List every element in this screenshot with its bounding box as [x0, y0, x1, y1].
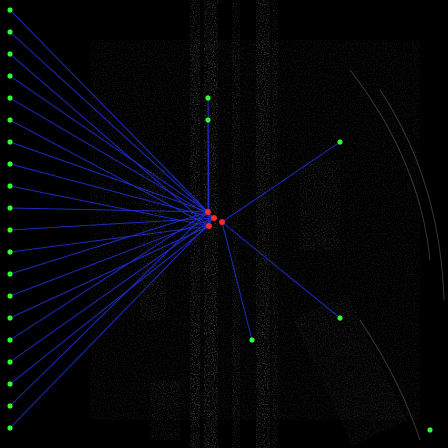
endpoint-marker [7, 315, 13, 321]
correspondence-line [9, 217, 215, 363]
endpoint-marker [7, 249, 13, 255]
correspondence-line [9, 225, 210, 385]
range-arcs [349, 69, 445, 441]
origin-markers [205, 209, 225, 229]
correspondence-line [9, 31, 215, 219]
correspondence-line [221, 141, 341, 223]
endpoint-marker [7, 227, 13, 233]
endpoint-marker [7, 73, 13, 79]
origin-marker [211, 215, 217, 221]
endpoint-marker [7, 359, 13, 365]
correspondence-line [9, 211, 209, 275]
origin-marker [219, 219, 225, 225]
endpoint-marker [7, 7, 13, 13]
endpoint-marker [7, 183, 13, 189]
endpoint-marker [7, 403, 13, 409]
endpoint-marker [7, 95, 13, 101]
correspondence-line [9, 217, 215, 297]
correspondence-line [9, 225, 210, 253]
endpoint-marker [7, 205, 13, 211]
correspondence-line [9, 185, 210, 227]
endpoint-markers [7, 7, 433, 433]
endpoint-marker [205, 95, 211, 101]
endpoint-marker [427, 427, 433, 433]
correspondence-line [9, 217, 215, 429]
return-streaks [140, 0, 407, 448]
correspondence-line [9, 211, 209, 341]
endpoint-marker [7, 337, 13, 343]
correspondence-line [9, 163, 215, 219]
correspondence-line [9, 97, 215, 219]
correspondence-line [9, 53, 210, 227]
correspondence-lines [9, 9, 341, 429]
correspondence-line [9, 225, 210, 319]
endpoint-marker [205, 117, 211, 123]
origin-marker [206, 223, 212, 229]
endpoint-marker [7, 271, 13, 277]
endpoint-marker [249, 337, 255, 343]
endpoint-marker [337, 139, 343, 145]
endpoint-marker [7, 161, 13, 167]
endpoint-marker [7, 293, 13, 299]
correspondence-line [9, 217, 215, 231]
correspondence-line [221, 221, 253, 341]
correspondence-line [9, 207, 209, 213]
correspondence-line [9, 211, 209, 407]
endpoint-marker [7, 117, 13, 123]
correspondence-line [9, 141, 209, 213]
endpoint-marker [7, 381, 13, 387]
endpoint-marker [7, 51, 13, 57]
correspondence-line [9, 75, 209, 213]
origin-marker [205, 209, 211, 215]
endpoint-marker [7, 29, 13, 35]
endpoint-marker [337, 315, 343, 321]
endpoint-marker [7, 425, 13, 431]
endpoint-marker [7, 139, 13, 145]
correspondence-line [9, 9, 209, 213]
correspondence-line [221, 221, 341, 319]
